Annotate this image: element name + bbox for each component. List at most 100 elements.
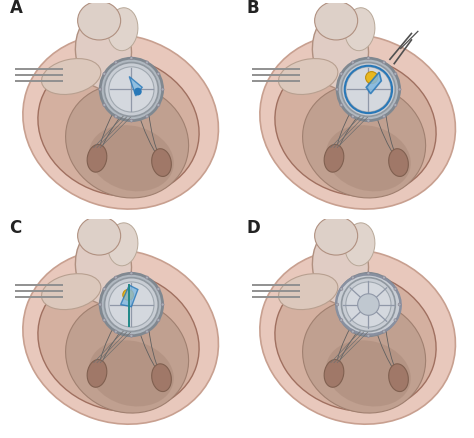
Circle shape bbox=[346, 68, 391, 113]
Circle shape bbox=[365, 72, 378, 85]
Ellipse shape bbox=[389, 364, 409, 392]
Circle shape bbox=[105, 64, 158, 117]
Circle shape bbox=[346, 283, 391, 327]
Ellipse shape bbox=[315, 217, 358, 255]
Circle shape bbox=[351, 116, 355, 119]
Ellipse shape bbox=[275, 57, 436, 197]
Circle shape bbox=[103, 104, 106, 107]
Ellipse shape bbox=[260, 35, 456, 209]
Circle shape bbox=[114, 116, 118, 119]
Ellipse shape bbox=[279, 60, 338, 95]
Circle shape bbox=[383, 116, 385, 119]
Circle shape bbox=[340, 288, 343, 291]
Circle shape bbox=[367, 120, 370, 123]
Circle shape bbox=[340, 73, 343, 76]
Ellipse shape bbox=[108, 9, 138, 52]
Ellipse shape bbox=[65, 300, 189, 413]
Ellipse shape bbox=[38, 57, 199, 197]
Ellipse shape bbox=[312, 13, 368, 90]
Circle shape bbox=[146, 276, 148, 279]
Ellipse shape bbox=[324, 360, 344, 387]
Circle shape bbox=[130, 120, 133, 123]
Ellipse shape bbox=[345, 223, 375, 266]
Circle shape bbox=[109, 68, 154, 113]
Circle shape bbox=[109, 283, 154, 327]
Circle shape bbox=[367, 58, 370, 60]
Polygon shape bbox=[121, 286, 138, 307]
Circle shape bbox=[340, 104, 343, 107]
Circle shape bbox=[394, 73, 397, 76]
Circle shape bbox=[351, 62, 355, 65]
Ellipse shape bbox=[75, 13, 131, 90]
Circle shape bbox=[394, 288, 397, 291]
Ellipse shape bbox=[65, 85, 189, 198]
Circle shape bbox=[340, 319, 343, 322]
Ellipse shape bbox=[336, 275, 401, 335]
Circle shape bbox=[130, 58, 133, 60]
Circle shape bbox=[157, 288, 160, 291]
Circle shape bbox=[103, 319, 106, 322]
Circle shape bbox=[103, 288, 106, 291]
Circle shape bbox=[100, 274, 163, 336]
Ellipse shape bbox=[89, 340, 174, 406]
Ellipse shape bbox=[302, 85, 426, 198]
Ellipse shape bbox=[23, 250, 219, 424]
Circle shape bbox=[99, 89, 102, 92]
Ellipse shape bbox=[75, 228, 131, 305]
Circle shape bbox=[337, 59, 400, 121]
Circle shape bbox=[394, 319, 397, 322]
Circle shape bbox=[358, 294, 379, 315]
Circle shape bbox=[342, 278, 395, 332]
Circle shape bbox=[342, 64, 395, 117]
Ellipse shape bbox=[275, 271, 436, 411]
Polygon shape bbox=[129, 78, 142, 97]
Circle shape bbox=[157, 73, 160, 76]
Circle shape bbox=[351, 276, 355, 279]
Ellipse shape bbox=[89, 126, 174, 192]
Circle shape bbox=[146, 62, 148, 65]
Ellipse shape bbox=[279, 274, 338, 310]
Ellipse shape bbox=[42, 274, 101, 310]
Ellipse shape bbox=[260, 250, 456, 424]
Ellipse shape bbox=[345, 9, 375, 52]
Ellipse shape bbox=[152, 149, 172, 177]
Ellipse shape bbox=[312, 228, 368, 305]
Ellipse shape bbox=[302, 300, 426, 413]
Circle shape bbox=[383, 276, 385, 279]
Circle shape bbox=[130, 335, 133, 337]
Circle shape bbox=[398, 304, 401, 306]
Ellipse shape bbox=[78, 2, 121, 41]
Circle shape bbox=[336, 89, 339, 92]
Text: B: B bbox=[246, 0, 259, 17]
Ellipse shape bbox=[389, 149, 409, 177]
Text: C: C bbox=[9, 218, 22, 236]
Circle shape bbox=[123, 290, 134, 300]
Circle shape bbox=[367, 272, 370, 275]
Circle shape bbox=[394, 104, 397, 107]
Circle shape bbox=[383, 62, 385, 65]
Circle shape bbox=[146, 116, 148, 119]
Circle shape bbox=[161, 304, 164, 306]
Ellipse shape bbox=[324, 145, 344, 173]
Ellipse shape bbox=[315, 2, 358, 41]
Circle shape bbox=[114, 276, 118, 279]
Circle shape bbox=[134, 88, 142, 96]
Circle shape bbox=[105, 278, 158, 332]
Ellipse shape bbox=[78, 217, 121, 255]
Circle shape bbox=[130, 272, 133, 275]
Ellipse shape bbox=[108, 223, 138, 266]
Ellipse shape bbox=[42, 60, 101, 95]
Circle shape bbox=[103, 73, 106, 76]
Ellipse shape bbox=[87, 360, 107, 387]
Circle shape bbox=[383, 330, 385, 333]
Circle shape bbox=[157, 104, 160, 107]
Ellipse shape bbox=[87, 145, 107, 173]
Ellipse shape bbox=[326, 340, 411, 406]
Ellipse shape bbox=[152, 364, 172, 392]
Circle shape bbox=[114, 62, 118, 65]
Polygon shape bbox=[366, 73, 381, 95]
Circle shape bbox=[351, 330, 355, 333]
Circle shape bbox=[336, 304, 339, 306]
Text: D: D bbox=[246, 218, 260, 236]
Circle shape bbox=[146, 330, 148, 333]
